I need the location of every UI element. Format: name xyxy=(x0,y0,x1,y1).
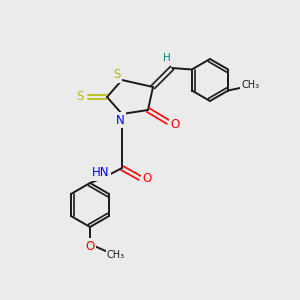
Text: O: O xyxy=(142,172,152,184)
Text: S: S xyxy=(113,68,121,82)
Text: O: O xyxy=(170,118,180,130)
Text: S: S xyxy=(76,91,84,103)
Text: HN: HN xyxy=(92,167,110,179)
Text: CH₃: CH₃ xyxy=(107,250,125,260)
Text: CH₃: CH₃ xyxy=(241,80,259,91)
Text: O: O xyxy=(85,239,94,253)
Text: N: N xyxy=(116,113,124,127)
Text: H: H xyxy=(163,53,171,63)
